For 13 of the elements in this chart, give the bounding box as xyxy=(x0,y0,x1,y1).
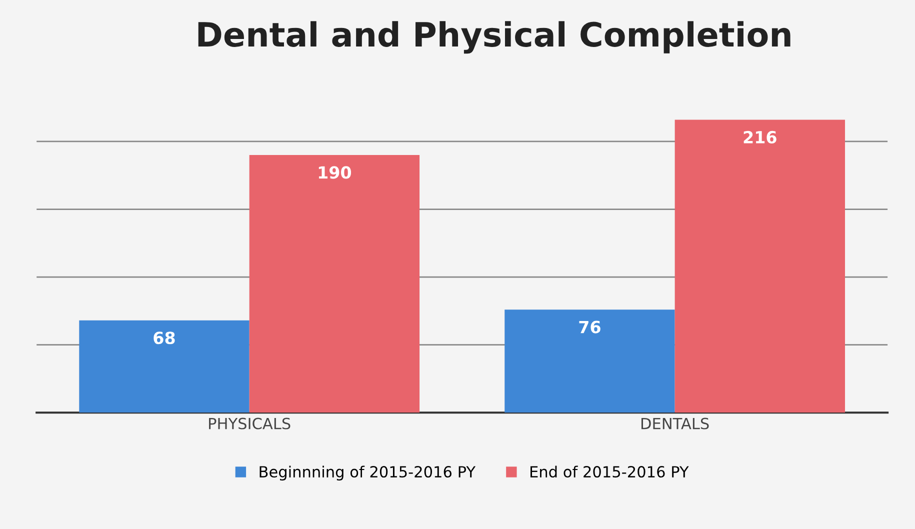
data-label: 76 xyxy=(579,320,600,334)
chart-title: Dental and Physical Completion xyxy=(198,21,790,54)
x-tick-label: PHYSICALS xyxy=(209,418,290,430)
legend-label: End of 2015-2016 PY xyxy=(530,466,689,478)
data-label: 216 xyxy=(744,130,776,144)
x-tick-label: DENTALS xyxy=(641,418,709,430)
bar xyxy=(674,120,846,413)
data-label: 190 xyxy=(318,166,352,179)
bar xyxy=(79,320,250,413)
bar xyxy=(249,155,420,413)
legend-label: Beginnning of 2015-2016 PY xyxy=(260,466,476,481)
bar xyxy=(504,310,675,413)
data-label: 68 xyxy=(154,332,175,344)
